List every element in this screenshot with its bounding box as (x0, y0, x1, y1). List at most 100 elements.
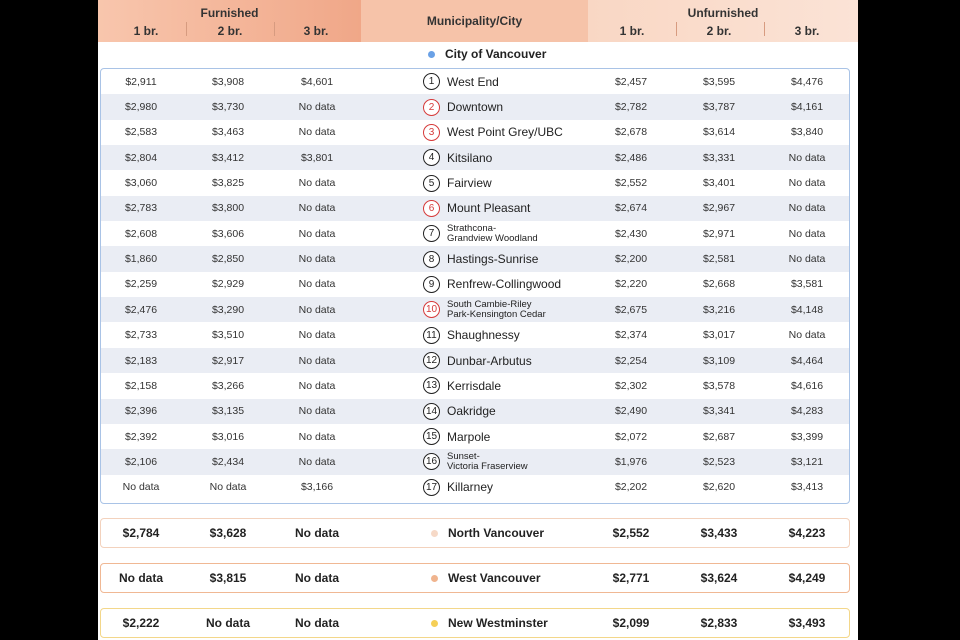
table-row: $2,783 $3,800 No data 6 Mount Pleasant $2,674… (101, 195, 849, 222)
furnished-value: No data (298, 101, 336, 114)
unfurnished-value: $3,121 (790, 455, 824, 468)
neighbourhood-number-badge: 4 (423, 149, 440, 167)
neighbourhood-number-badge: 3 (423, 123, 440, 141)
furnished-value: $3,016 (211, 430, 245, 443)
unfurnished-value: $2,099 (612, 616, 650, 630)
table-row: $2,396 $3,135 No data 14 Oakridge $2,490 $3,34… (101, 398, 849, 424)
neighbourhood-label: Renfrew-Collingwood (447, 277, 562, 292)
unfurnished-value: $4,249 (788, 571, 826, 585)
furnished-value: No data (298, 430, 336, 443)
unfurnished-value: $3,216 (702, 303, 736, 316)
table-row: $2,106 $2,434 No data 16 Sunset- Victoria Fr… (101, 449, 849, 475)
unfurnished-value: $2,675 (614, 303, 648, 316)
furnished-value: $1,860 (124, 253, 158, 266)
neighbourhood-name: 14 Oakridge (423, 399, 496, 424)
furnished-value: $2,784 (122, 526, 160, 540)
neighbourhood-number-badge: 8 (423, 250, 440, 268)
unfurnished-value: $2,581 (702, 253, 736, 266)
unfurnished-value: $2,552 (614, 177, 648, 190)
furnished-col-3br: 3 br. (303, 24, 329, 38)
furnished-value: $2,733 (124, 329, 158, 342)
unfurnished-value: $1,976 (614, 455, 648, 468)
furnished-value: No data (298, 354, 336, 367)
furnished-value: $3,135 (211, 405, 245, 418)
furnished-value: No data (298, 227, 336, 240)
furnished-value: No data (122, 481, 160, 494)
neighbourhood-label: South Cambie-Riley Park-Kensington Cedar (447, 298, 546, 320)
municipality-name: North Vancouver (431, 519, 544, 547)
neighbourhood-number-badge: 13 (423, 377, 440, 395)
table-row: $2,583 $3,463 No data 3 West Point Grey/UBC $… (101, 120, 849, 145)
furnished-value: $3,510 (211, 329, 245, 342)
neighbourhood-label: Fairview (447, 176, 492, 191)
neighbourhood-name: 16 Sunset- Victoria Fraserview (423, 449, 528, 474)
unfurnished-value: $3,493 (788, 616, 826, 630)
furnished-value: $2,106 (124, 455, 158, 468)
furnished-heading: Furnished (200, 6, 259, 20)
unfurnished-value: $3,614 (702, 126, 736, 139)
unfurnished-value: $4,476 (790, 75, 824, 88)
furnished-value: $2,917 (211, 354, 245, 367)
furnished-value: $3,801 (300, 151, 334, 164)
furnished-value: $3,730 (211, 101, 245, 114)
table-row: $2,980 $3,730 No data 2 Downtown $2,782 $3,787… (101, 94, 849, 120)
unfurnished-value: $4,148 (790, 303, 824, 316)
furnished-value: No data (298, 278, 336, 291)
neighbourhood-number-badge: 17 (423, 478, 440, 496)
unfurnished-value: $2,967 (702, 202, 736, 215)
unfurnished-value: $2,486 (614, 151, 648, 164)
unfurnished-value: $3,401 (702, 177, 736, 190)
unfurnished-value: $4,223 (788, 526, 826, 540)
unfurnished-value: $3,595 (702, 75, 736, 88)
neighbourhood-label: Sunset- Victoria Fraserview (447, 450, 528, 472)
table-row: $2,259 $2,929 No data 9 Renfrew-Collingwood $… (101, 272, 849, 297)
unfurnished-value: $3,581 (790, 278, 824, 291)
neighbourhood-name: 12 Dunbar-Arbutus (423, 348, 532, 373)
neighbourhood-number-badge: 12 (423, 352, 440, 370)
unfurnished-value: $3,413 (790, 481, 824, 494)
neighbourhood-label: Mount Pleasant (447, 201, 531, 216)
neighbourhood-label: Dunbar-Arbutus (447, 353, 532, 368)
municipality-heading: Municipality/City (426, 14, 523, 28)
neighbourhood-name: 2 Downtown (423, 94, 503, 119)
unfurnished-value: $2,202 (614, 481, 648, 494)
vancouver-neighbourhoods-box: $2,911 $3,908 $4,601 1 West End $2,457 $3,595 $… (100, 68, 850, 504)
unfurnished-value: $3,399 (790, 430, 824, 443)
furnished-value: $3,628 (209, 526, 247, 540)
unfurnished-col-1br: 1 br. (619, 24, 645, 38)
furnished-value: No data (294, 571, 339, 585)
neighbourhood-label: Kitsilano (447, 150, 493, 165)
furnished-value: $2,583 (124, 126, 158, 139)
furnished-value: $2,222 (122, 616, 160, 630)
unfurnished-value: $3,341 (702, 405, 736, 418)
neighbourhood-name: 8 Hastings-Sunrise (423, 246, 538, 271)
neighbourhood-label: Marpole (447, 429, 491, 444)
neighbourhood-label: Killarney (447, 480, 494, 495)
furnished-value: $3,166 (300, 481, 334, 494)
furnished-value: $2,850 (211, 253, 245, 266)
furnished-value: No data (298, 202, 336, 215)
table-row: $2,608 $3,606 No data 7 Strathcona- Grandvie… (101, 221, 849, 246)
unfurnished-value: $2,668 (702, 278, 736, 291)
furnished-value: $2,476 (124, 303, 158, 316)
unfurnished-value: $2,200 (614, 253, 648, 266)
furnished-value: $3,800 (211, 202, 245, 215)
unfurnished-value: $3,331 (702, 151, 736, 164)
unfurnished-value: No data (788, 151, 826, 164)
neighbourhood-label: Downtown (447, 100, 504, 115)
unfurnished-value: $2,490 (614, 405, 648, 418)
table-row: $2,476 $3,290 No data 10 South Cambie-Riley … (101, 297, 849, 323)
table-row: $2,911 $3,908 $4,601 1 West End $2,457 $3,595 $… (101, 69, 849, 94)
neighbourhood-label: Oakridge (447, 404, 496, 419)
neighbourhood-number-badge: 14 (423, 402, 440, 420)
furnished-value: $3,606 (211, 227, 245, 240)
table-header: Furnished 1 br. 2 br. 3 br. Municipality… (98, 0, 858, 42)
furnished-value: $2,259 (124, 278, 158, 291)
unfurnished-value: $4,464 (790, 354, 824, 367)
neighbourhood-name: 17 Killarney (423, 475, 493, 500)
unfurnished-value: No data (788, 202, 826, 215)
neighbourhood-number-badge: 16 (423, 453, 440, 471)
unfurnished-value: No data (788, 227, 826, 240)
unfurnished-value: No data (788, 253, 826, 266)
neighbourhood-name: 3 West Point Grey/UBC (423, 120, 563, 145)
